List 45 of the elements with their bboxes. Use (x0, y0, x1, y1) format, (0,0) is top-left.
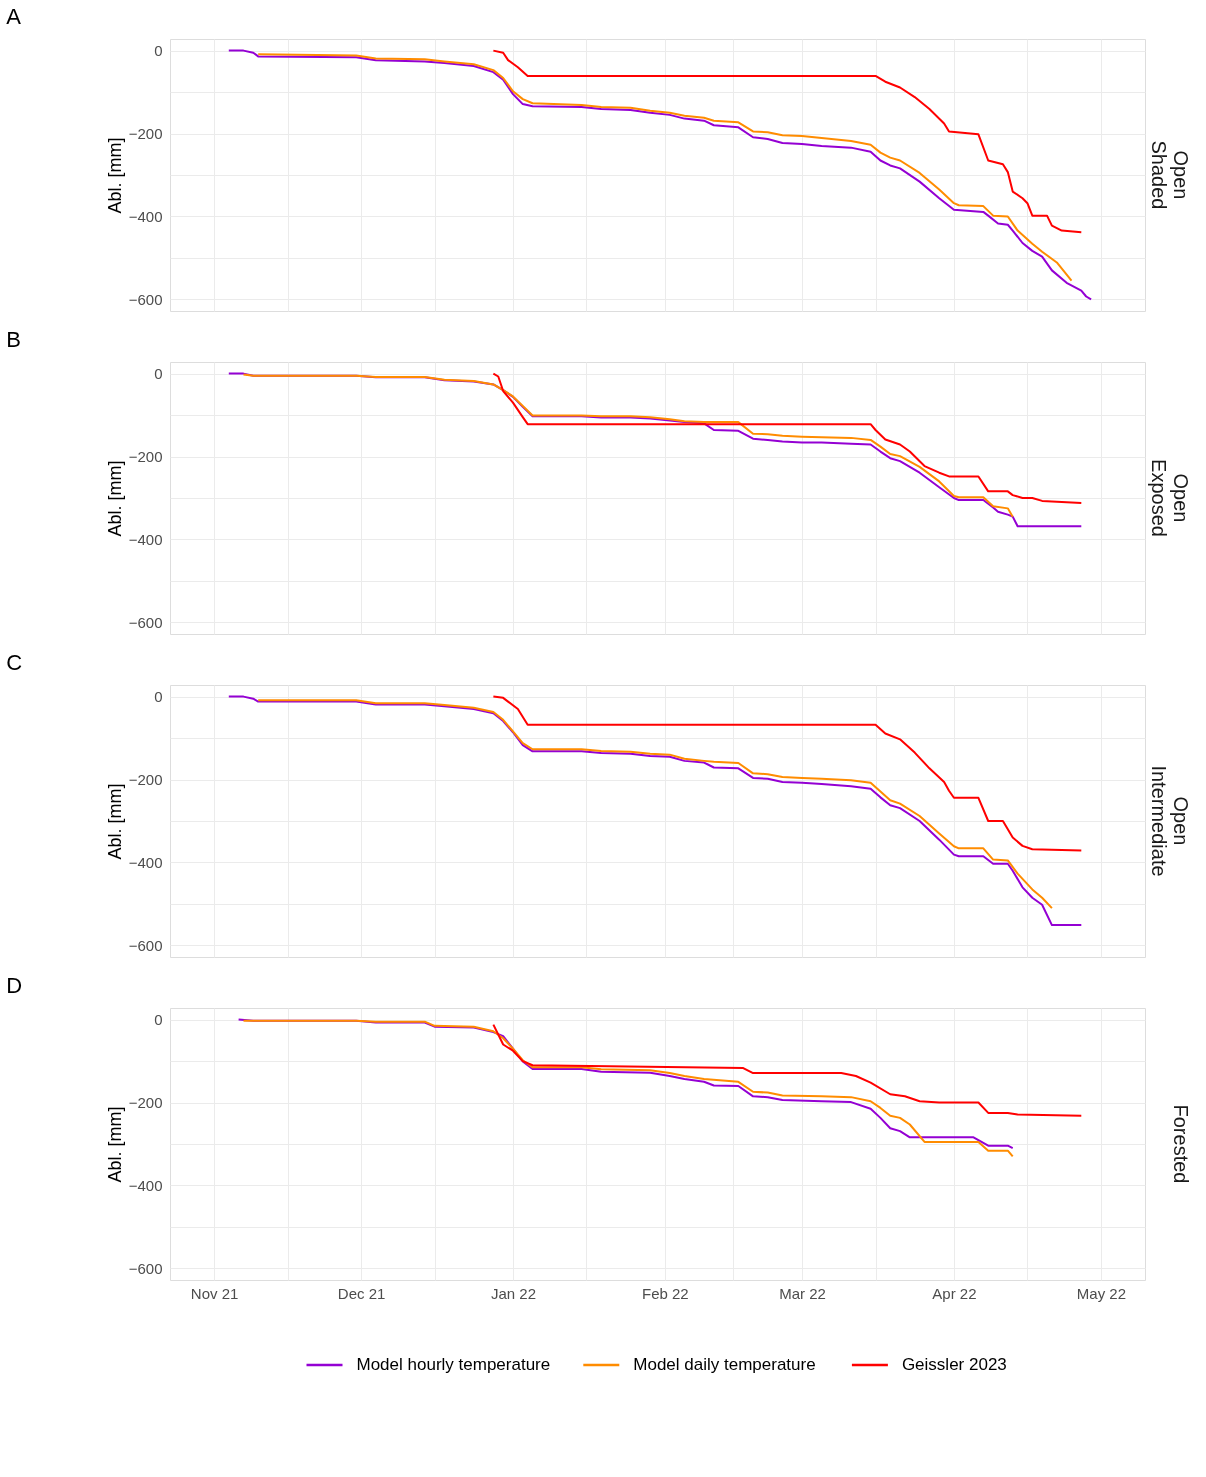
line-series (492, 1023, 1083, 1117)
line-series (492, 372, 1083, 504)
x-tick-label: Mar 22 (779, 1284, 826, 1302)
y-tick-label: −600 (128, 290, 163, 308)
line-series (492, 695, 1083, 852)
chart-title: B (6, 327, 21, 352)
y-tick-label: −200 (128, 1094, 163, 1112)
legend-label: Model hourly temperature (356, 1355, 551, 1374)
y-axis-title: Abl. [mm] (104, 783, 125, 860)
y-tick-label: −400 (128, 530, 163, 548)
y-tick-label: −600 (128, 613, 163, 631)
y-tick-label: −600 (128, 936, 163, 954)
chart-title: A (6, 4, 22, 29)
text: Forested (1170, 1104, 1192, 1184)
line-series (242, 373, 1014, 518)
x-tick-label: Jan 22 (490, 1284, 536, 1302)
y-tick-label: 0 (154, 1011, 163, 1029)
y-tick-label: −600 (128, 1259, 163, 1277)
text: Open Intermediate (1148, 765, 1192, 877)
x-tick-label: Dec 21 (337, 1284, 386, 1302)
legend-label: Geissler 2023 (901, 1355, 1007, 1374)
y-tick-label: −200 (128, 771, 163, 789)
x-tick-label: May 22 (1076, 1284, 1127, 1302)
line-series (257, 699, 1053, 910)
line-series (492, 49, 1083, 234)
chart-title: C (6, 650, 23, 675)
y-tick-label: 0 (154, 365, 163, 383)
x-tick-label: Nov 21 (190, 1284, 239, 1302)
y-axis-title: Abl. [mm] (104, 1106, 125, 1183)
chart-title: D (6, 973, 23, 998)
line-series (227, 695, 1083, 927)
y-tick-label: −400 (128, 1176, 163, 1194)
x-tick-label: Feb 22 (642, 1284, 689, 1302)
y-tick-label: −200 (128, 125, 163, 143)
y-axis-title: Abl. [mm] (104, 137, 125, 214)
legend-label: Model daily temperature (633, 1355, 816, 1374)
y-tick-label: −200 (128, 448, 163, 466)
text: Open Exposed (1148, 459, 1192, 537)
text: Open Shaded (1148, 140, 1192, 210)
y-tick-label: −400 (128, 853, 163, 871)
y-axis-title: Abl. [mm] (104, 460, 125, 537)
y-tick-label: 0 (154, 688, 163, 706)
y-tick-label: −400 (128, 207, 163, 225)
x-tick-label: Apr 22 (932, 1284, 977, 1302)
y-tick-label: 0 (154, 42, 163, 60)
